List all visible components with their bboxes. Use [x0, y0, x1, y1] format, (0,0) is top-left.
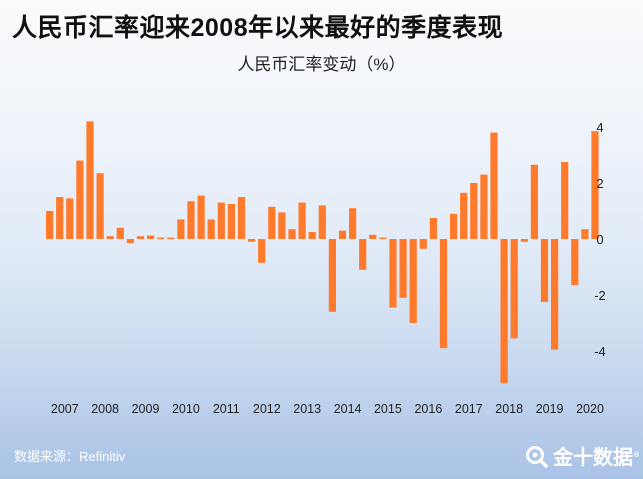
- bar-2010Q3: [187, 201, 195, 239]
- bar-2018Q4: [520, 239, 528, 242]
- bar-2009Q2: [136, 236, 145, 239]
- bar-2013Q1: [288, 229, 296, 239]
- bar-2008Q1: [86, 121, 94, 239]
- bar-2019Q2: [540, 239, 549, 302]
- bar-2007Q1: [46, 211, 54, 239]
- x-tick-label: 2017: [455, 402, 483, 416]
- bar-2014Q1: [328, 239, 336, 312]
- bar-2020Q2: [581, 229, 589, 239]
- bar-2014Q2: [338, 230, 347, 239]
- bar-2007Q2: [56, 197, 64, 239]
- bar-2020Q3: [591, 131, 599, 239]
- bar-2016Q3: [429, 218, 437, 239]
- bar-2017Q2: [460, 192, 468, 239]
- y-axis-ticks: 4 2 0 -2 -4: [594, 120, 606, 359]
- bar-2010Q1: [167, 237, 175, 240]
- x-tick-label: 2018: [495, 402, 523, 416]
- bar-2010Q2: [177, 219, 185, 239]
- x-tick-label: 2019: [536, 402, 564, 416]
- bar-2017Q1: [450, 213, 458, 239]
- bar-2019Q3: [551, 239, 559, 350]
- bar-2012Q4: [278, 212, 286, 239]
- bar-2008Q3: [106, 236, 114, 239]
- x-axis-year-labels: 2007 2008 2009 2010 2011 2012 2013 2014 2015 2016…: [51, 402, 604, 416]
- y-tick-label: 0: [596, 232, 603, 247]
- y-tick-label: -4: [594, 344, 606, 359]
- bar-2009Q1: [126, 239, 134, 244]
- bar-2014Q4: [359, 239, 367, 270]
- bar-2012Q3: [268, 206, 276, 239]
- brand-logo: 金十数据 ®: [524, 441, 639, 470]
- chart-title: 人民币汇率变动（%）: [237, 55, 406, 74]
- bar-2013Q3: [308, 232, 316, 239]
- x-tick-label: 2014: [334, 402, 362, 416]
- x-tick-label: 2015: [374, 402, 402, 416]
- bar-2020Q1: [571, 239, 579, 286]
- bar-2013Q4: [318, 205, 326, 239]
- bar-2008Q2: [96, 173, 104, 239]
- bar-2015Q1: [369, 234, 377, 239]
- bar-2012Q2: [258, 239, 266, 263]
- magnifier-logo-icon: [526, 445, 548, 468]
- bar-2016Q4: [439, 239, 448, 349]
- bar-2017Q4: [480, 174, 488, 239]
- bar-2016Q2: [419, 239, 427, 249]
- bar-series: [46, 121, 599, 384]
- x-tick-label: 2008: [91, 402, 119, 416]
- bar-2011Q3: [227, 204, 235, 239]
- x-tick-label: 2011: [213, 402, 240, 416]
- bar-2009Q3: [147, 235, 155, 239]
- bar-2014Q3: [349, 208, 357, 239]
- bar-2013Q2: [298, 202, 306, 239]
- bar-2009Q4: [157, 237, 165, 240]
- bar-2011Q4: [237, 197, 246, 239]
- bar-2018Q2: [500, 239, 508, 384]
- bar-2011Q2: [217, 202, 225, 239]
- bar-2007Q4: [76, 160, 84, 239]
- registered-mark: ®: [634, 452, 640, 459]
- brand-name: 金十数据: [553, 447, 633, 469]
- bar-2015Q2: [379, 237, 387, 240]
- y-tick-label: 4: [596, 120, 603, 135]
- bar-2012Q1: [248, 239, 256, 242]
- x-tick-label: 2010: [172, 402, 200, 416]
- bar-2018Q3: [510, 239, 518, 339]
- bar-2015Q3: [389, 239, 397, 308]
- bar-2015Q4: [399, 239, 407, 298]
- bar-2007Q3: [66, 198, 74, 239]
- x-tick-label: 2020: [576, 402, 604, 416]
- x-tick-label: 2009: [132, 402, 160, 416]
- bar-2016Q1: [409, 239, 417, 323]
- bar-2010Q4: [197, 195, 205, 239]
- bar-2018Q1: [490, 132, 498, 239]
- bar-2019Q4: [561, 162, 569, 239]
- bar-2017Q3: [470, 183, 478, 239]
- bar-2019Q1: [530, 164, 538, 239]
- x-tick-label: 2016: [414, 402, 442, 416]
- bar-2011Q1: [207, 219, 215, 239]
- y-tick-label: -2: [594, 288, 606, 303]
- source-note: 数据来源：Refinitiv: [14, 449, 126, 464]
- headline: 人民币汇率迎来2008年以来最好的季度表现: [12, 14, 504, 42]
- x-tick-label: 2012: [253, 402, 281, 416]
- bar-2008Q4: [116, 227, 124, 239]
- x-tick-label: 2007: [51, 402, 79, 416]
- y-tick-label: 2: [596, 176, 603, 191]
- x-tick-label: 2013: [293, 402, 321, 416]
